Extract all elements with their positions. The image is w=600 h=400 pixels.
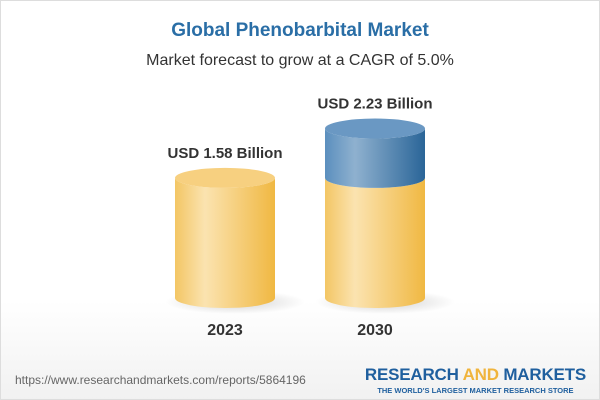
bar-top xyxy=(175,167,275,188)
source-url[interactable]: https://www.researchandmarkets.com/repor… xyxy=(15,373,306,387)
research-and-markets-logo: RESEARCH AND MARKETS THE WORLD'S LARGEST… xyxy=(364,365,586,395)
data-label: USD 2.23 Billion xyxy=(317,96,432,113)
data-label: USD 1.58 Billion xyxy=(167,145,282,162)
bar-growth-segment xyxy=(325,128,425,188)
bar-base-segment xyxy=(325,177,425,308)
bar xyxy=(175,177,275,308)
bar-top xyxy=(325,118,425,139)
category-label: 2030 xyxy=(357,322,393,339)
category-label: 2023 xyxy=(207,322,243,339)
chart-title: Global Phenobarbital Market xyxy=(171,20,429,41)
chart-subtitle: Market forecast to grow at a CAGR of 5.0… xyxy=(146,52,454,69)
